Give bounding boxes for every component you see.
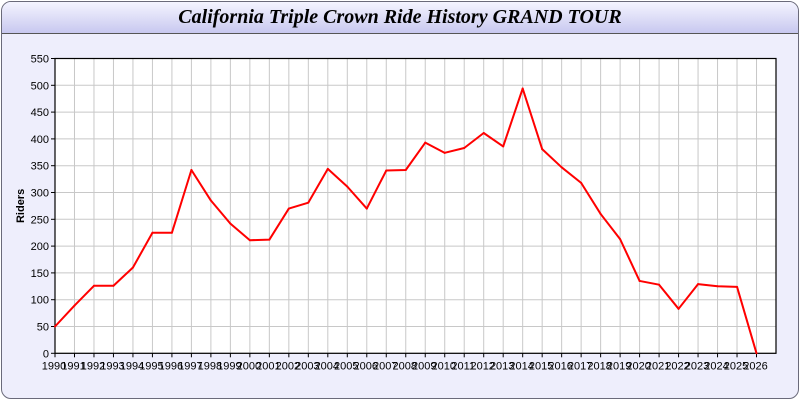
x-tick-label: 2008	[393, 360, 417, 372]
y-tick-label: 300	[31, 188, 49, 200]
chart-title: California Triple Crown Ride History GRA…	[178, 6, 622, 28]
x-tick-label: 2003	[295, 360, 319, 372]
data-point	[170, 231, 173, 234]
y-axis-label: Riders	[15, 189, 27, 223]
data-point	[190, 168, 193, 171]
data-point	[677, 307, 680, 310]
x-tick-label: 2011	[451, 360, 475, 372]
x-tick-label: 1991	[61, 360, 85, 372]
data-point	[599, 212, 602, 215]
data-point	[716, 285, 719, 288]
data-point	[92, 284, 95, 287]
x-tick-label: 2010	[431, 360, 455, 372]
x-tick-label: 1995	[139, 360, 163, 372]
x-tick-label: 2025	[724, 360, 748, 372]
x-tick-label: 2016	[548, 360, 572, 372]
x-tick-label: 2007	[373, 360, 397, 372]
x-tick-label: 2020	[626, 360, 650, 372]
data-point	[326, 167, 329, 170]
data-point	[521, 87, 524, 90]
y-tick-label: 550	[31, 54, 49, 66]
x-tick-label: 2006	[354, 360, 378, 372]
data-point	[638, 279, 641, 282]
x-tick-label: 2014	[509, 360, 533, 372]
data-point	[424, 141, 427, 144]
x-tick-label: 2009	[412, 360, 436, 372]
x-tick-label: 2015	[529, 360, 553, 372]
data-point	[268, 238, 271, 241]
data-point	[697, 283, 700, 286]
data-point	[307, 201, 310, 204]
x-tick-label: 1996	[159, 360, 183, 372]
y-tick-label: 50	[37, 322, 49, 334]
plot-border	[54, 57, 777, 354]
x-tick-label: 2023	[685, 360, 709, 372]
y-tick-label: 100	[31, 295, 49, 307]
data-point	[619, 238, 622, 241]
x-tick-label: 2024	[704, 360, 728, 372]
y-tick-label: 200	[31, 241, 49, 253]
data-point	[755, 352, 758, 355]
x-tick-label: 1997	[178, 360, 202, 372]
y-tick-label: 500	[31, 80, 49, 92]
y-tick-label: 250	[31, 214, 49, 226]
data-point	[112, 284, 115, 287]
data-point	[229, 222, 232, 225]
x-tick-label: 2018	[587, 360, 611, 372]
data-point	[463, 147, 466, 150]
data-point	[658, 283, 661, 286]
data-point	[404, 168, 407, 171]
y-tick-label: 350	[31, 161, 49, 173]
data-point	[560, 166, 563, 169]
data-point	[131, 266, 134, 269]
x-tick-label: 1992	[81, 360, 105, 372]
data-point	[346, 185, 349, 188]
x-tick-label: 2019	[607, 360, 631, 372]
x-tick-label: 2012	[470, 360, 494, 372]
x-tick-label: 2001	[256, 360, 280, 372]
plot-area	[55, 58, 776, 354]
data-point	[736, 285, 739, 288]
y-tick-label: 400	[31, 134, 49, 146]
data-point	[248, 239, 251, 242]
data-point	[365, 207, 368, 210]
data-point	[482, 132, 485, 135]
data-point	[209, 199, 212, 202]
x-tick-label: 2004	[315, 360, 339, 372]
y-tick-label: 0	[43, 348, 49, 360]
x-tick-label: 1990	[42, 360, 66, 372]
x-tick-label: 1994	[120, 360, 144, 372]
x-tick-label: 2002	[276, 360, 300, 372]
x-tick-label: 2013	[490, 360, 514, 372]
x-tick-label: 2021	[646, 360, 670, 372]
data-point	[73, 304, 76, 307]
x-tick-label: 1999	[217, 360, 241, 372]
x-tick-label: 2000	[237, 360, 261, 372]
data-point	[385, 169, 388, 172]
x-tick-label: 2026	[743, 360, 767, 372]
data-point	[151, 231, 154, 234]
data-point	[443, 151, 446, 154]
x-tick-label: 1993	[100, 360, 124, 372]
x-tick-label: 1998	[198, 360, 222, 372]
y-tick-label: 150	[31, 268, 49, 280]
data-point	[287, 207, 290, 210]
data-point	[580, 181, 583, 184]
x-tick-label: 2017	[568, 360, 592, 372]
data-point	[502, 145, 505, 148]
x-tick-label: 2022	[665, 360, 689, 372]
y-tick-label: 450	[31, 107, 49, 119]
title-bar: California Triple Crown Ride History GRA…	[2, 2, 798, 34]
data-point	[541, 148, 544, 151]
data-point	[54, 325, 56, 328]
x-tick-label: 2005	[334, 360, 358, 372]
